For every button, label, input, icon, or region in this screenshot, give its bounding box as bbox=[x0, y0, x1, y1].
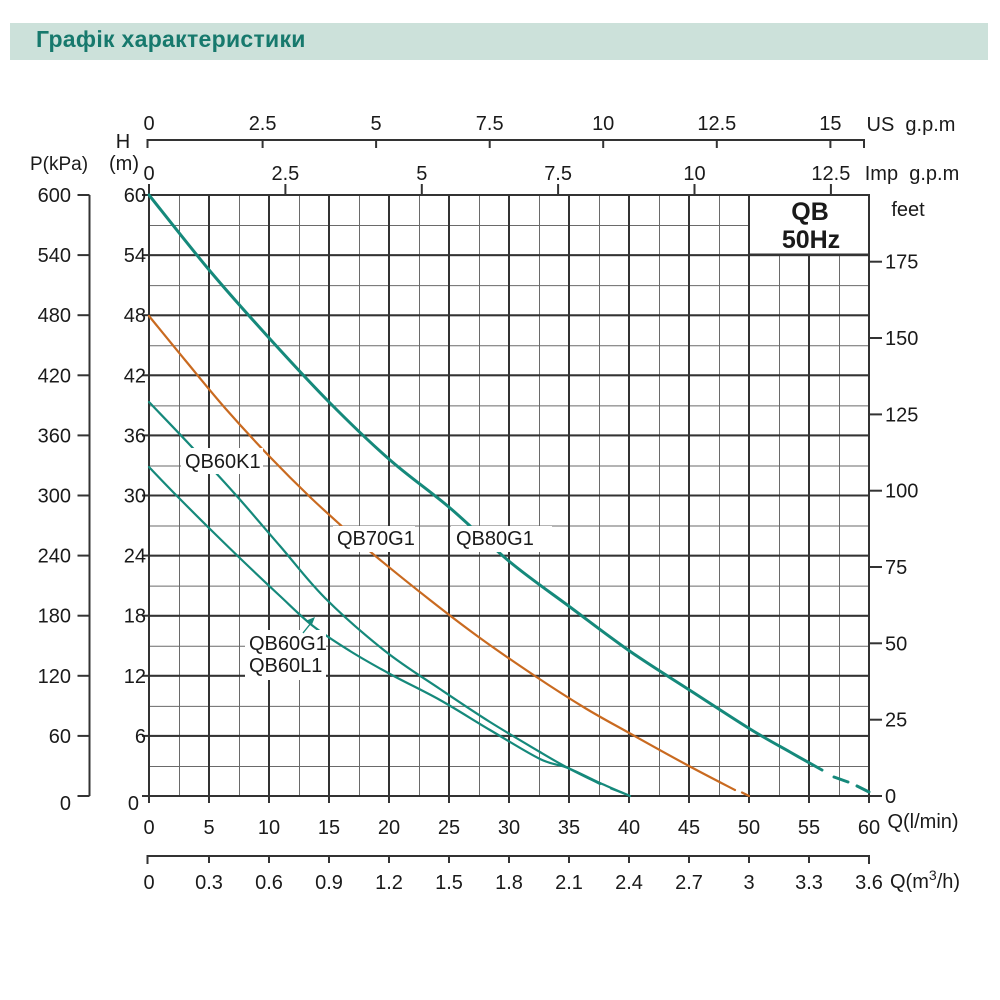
svg-text:300: 300 bbox=[38, 486, 71, 508]
svg-text:P(kPa): P(kPa) bbox=[30, 154, 88, 175]
svg-text:3.3: 3.3 bbox=[795, 872, 823, 894]
svg-text:10: 10 bbox=[258, 817, 280, 839]
svg-text:2.5: 2.5 bbox=[271, 163, 299, 185]
svg-text:180: 180 bbox=[38, 606, 71, 628]
svg-text:50: 50 bbox=[738, 817, 760, 839]
svg-text:35: 35 bbox=[558, 817, 580, 839]
svg-text:0: 0 bbox=[143, 872, 154, 894]
svg-text:QB: QB bbox=[791, 198, 829, 226]
svg-text:175: 175 bbox=[885, 252, 918, 274]
svg-text:2.5: 2.5 bbox=[249, 113, 277, 135]
svg-text:60: 60 bbox=[858, 817, 880, 839]
svg-text:5: 5 bbox=[416, 163, 427, 185]
svg-text:125: 125 bbox=[885, 404, 918, 426]
svg-text:7.5: 7.5 bbox=[476, 113, 504, 135]
svg-text:0.6: 0.6 bbox=[255, 872, 283, 894]
svg-text:50: 50 bbox=[885, 633, 907, 655]
svg-text:60: 60 bbox=[49, 726, 71, 748]
svg-text:0: 0 bbox=[60, 793, 71, 815]
svg-text:75: 75 bbox=[885, 557, 907, 579]
svg-text:0: 0 bbox=[143, 163, 154, 185]
svg-text:45: 45 bbox=[678, 817, 700, 839]
svg-text:Q(l/min): Q(l/min) bbox=[887, 811, 958, 833]
svg-text:540: 540 bbox=[38, 245, 71, 267]
svg-text:25: 25 bbox=[885, 710, 907, 732]
svg-text:24: 24 bbox=[124, 546, 146, 568]
svg-text:18: 18 bbox=[124, 606, 146, 628]
svg-text:5: 5 bbox=[371, 113, 382, 135]
svg-text:360: 360 bbox=[38, 425, 71, 447]
svg-text:60: 60 bbox=[124, 185, 146, 207]
svg-text:QB70G1: QB70G1 bbox=[337, 528, 415, 550]
svg-text:2.7: 2.7 bbox=[675, 872, 703, 894]
svg-text:0.3: 0.3 bbox=[195, 872, 223, 894]
svg-text:0.9: 0.9 bbox=[315, 872, 343, 894]
svg-text:(m): (m) bbox=[109, 153, 139, 175]
svg-text:QB60L1: QB60L1 bbox=[249, 655, 322, 677]
svg-text:0: 0 bbox=[128, 793, 139, 815]
svg-text:5: 5 bbox=[203, 817, 214, 839]
svg-text:0: 0 bbox=[143, 113, 154, 135]
svg-text:150: 150 bbox=[885, 328, 918, 350]
svg-text:US g.p.m: US g.p.m bbox=[867, 114, 956, 136]
svg-text:42: 42 bbox=[124, 365, 146, 387]
svg-text:15: 15 bbox=[819, 113, 841, 135]
svg-text:QB60G1: QB60G1 bbox=[249, 633, 327, 655]
svg-text:2.4: 2.4 bbox=[615, 872, 643, 894]
svg-text:feet: feet bbox=[891, 199, 925, 221]
svg-text:12.5: 12.5 bbox=[697, 113, 736, 135]
svg-text:480: 480 bbox=[38, 305, 71, 327]
svg-text:12.5: 12.5 bbox=[811, 163, 850, 185]
svg-text:QB60K1: QB60K1 bbox=[185, 451, 261, 473]
svg-text:Imp g.p.m: Imp g.p.m bbox=[865, 163, 959, 185]
svg-text:1.5: 1.5 bbox=[435, 872, 463, 894]
svg-text:15: 15 bbox=[318, 817, 340, 839]
svg-text:30: 30 bbox=[124, 486, 146, 508]
svg-text:50Hz: 50Hz bbox=[782, 226, 840, 254]
svg-text:600: 600 bbox=[38, 185, 71, 207]
svg-text:10: 10 bbox=[592, 113, 614, 135]
svg-text:10: 10 bbox=[683, 163, 705, 185]
svg-text:20: 20 bbox=[378, 817, 400, 839]
svg-text:48: 48 bbox=[124, 305, 146, 327]
svg-text:1.8: 1.8 bbox=[495, 872, 523, 894]
svg-text:40: 40 bbox=[618, 817, 640, 839]
svg-text:3.6: 3.6 bbox=[855, 872, 883, 894]
svg-text:0: 0 bbox=[885, 786, 896, 808]
svg-text:420: 420 bbox=[38, 365, 71, 387]
svg-text:0: 0 bbox=[143, 817, 154, 839]
svg-text:Q(m3/h): Q(m3/h) bbox=[890, 867, 960, 893]
svg-text:54: 54 bbox=[124, 245, 146, 267]
svg-text:120: 120 bbox=[38, 666, 71, 688]
svg-text:240: 240 bbox=[38, 546, 71, 568]
svg-text:100: 100 bbox=[885, 481, 918, 503]
svg-text:55: 55 bbox=[798, 817, 820, 839]
svg-text:6: 6 bbox=[135, 726, 146, 748]
svg-text:12: 12 bbox=[124, 666, 146, 688]
svg-text:25: 25 bbox=[438, 817, 460, 839]
svg-text:QB80G1: QB80G1 bbox=[456, 528, 534, 550]
svg-text:7.5: 7.5 bbox=[544, 163, 572, 185]
svg-text:36: 36 bbox=[124, 425, 146, 447]
svg-text:3: 3 bbox=[743, 872, 754, 894]
svg-text:2.1: 2.1 bbox=[555, 872, 583, 894]
svg-text:30: 30 bbox=[498, 817, 520, 839]
svg-text:1.2: 1.2 bbox=[375, 872, 403, 894]
svg-text:H: H bbox=[116, 131, 130, 153]
